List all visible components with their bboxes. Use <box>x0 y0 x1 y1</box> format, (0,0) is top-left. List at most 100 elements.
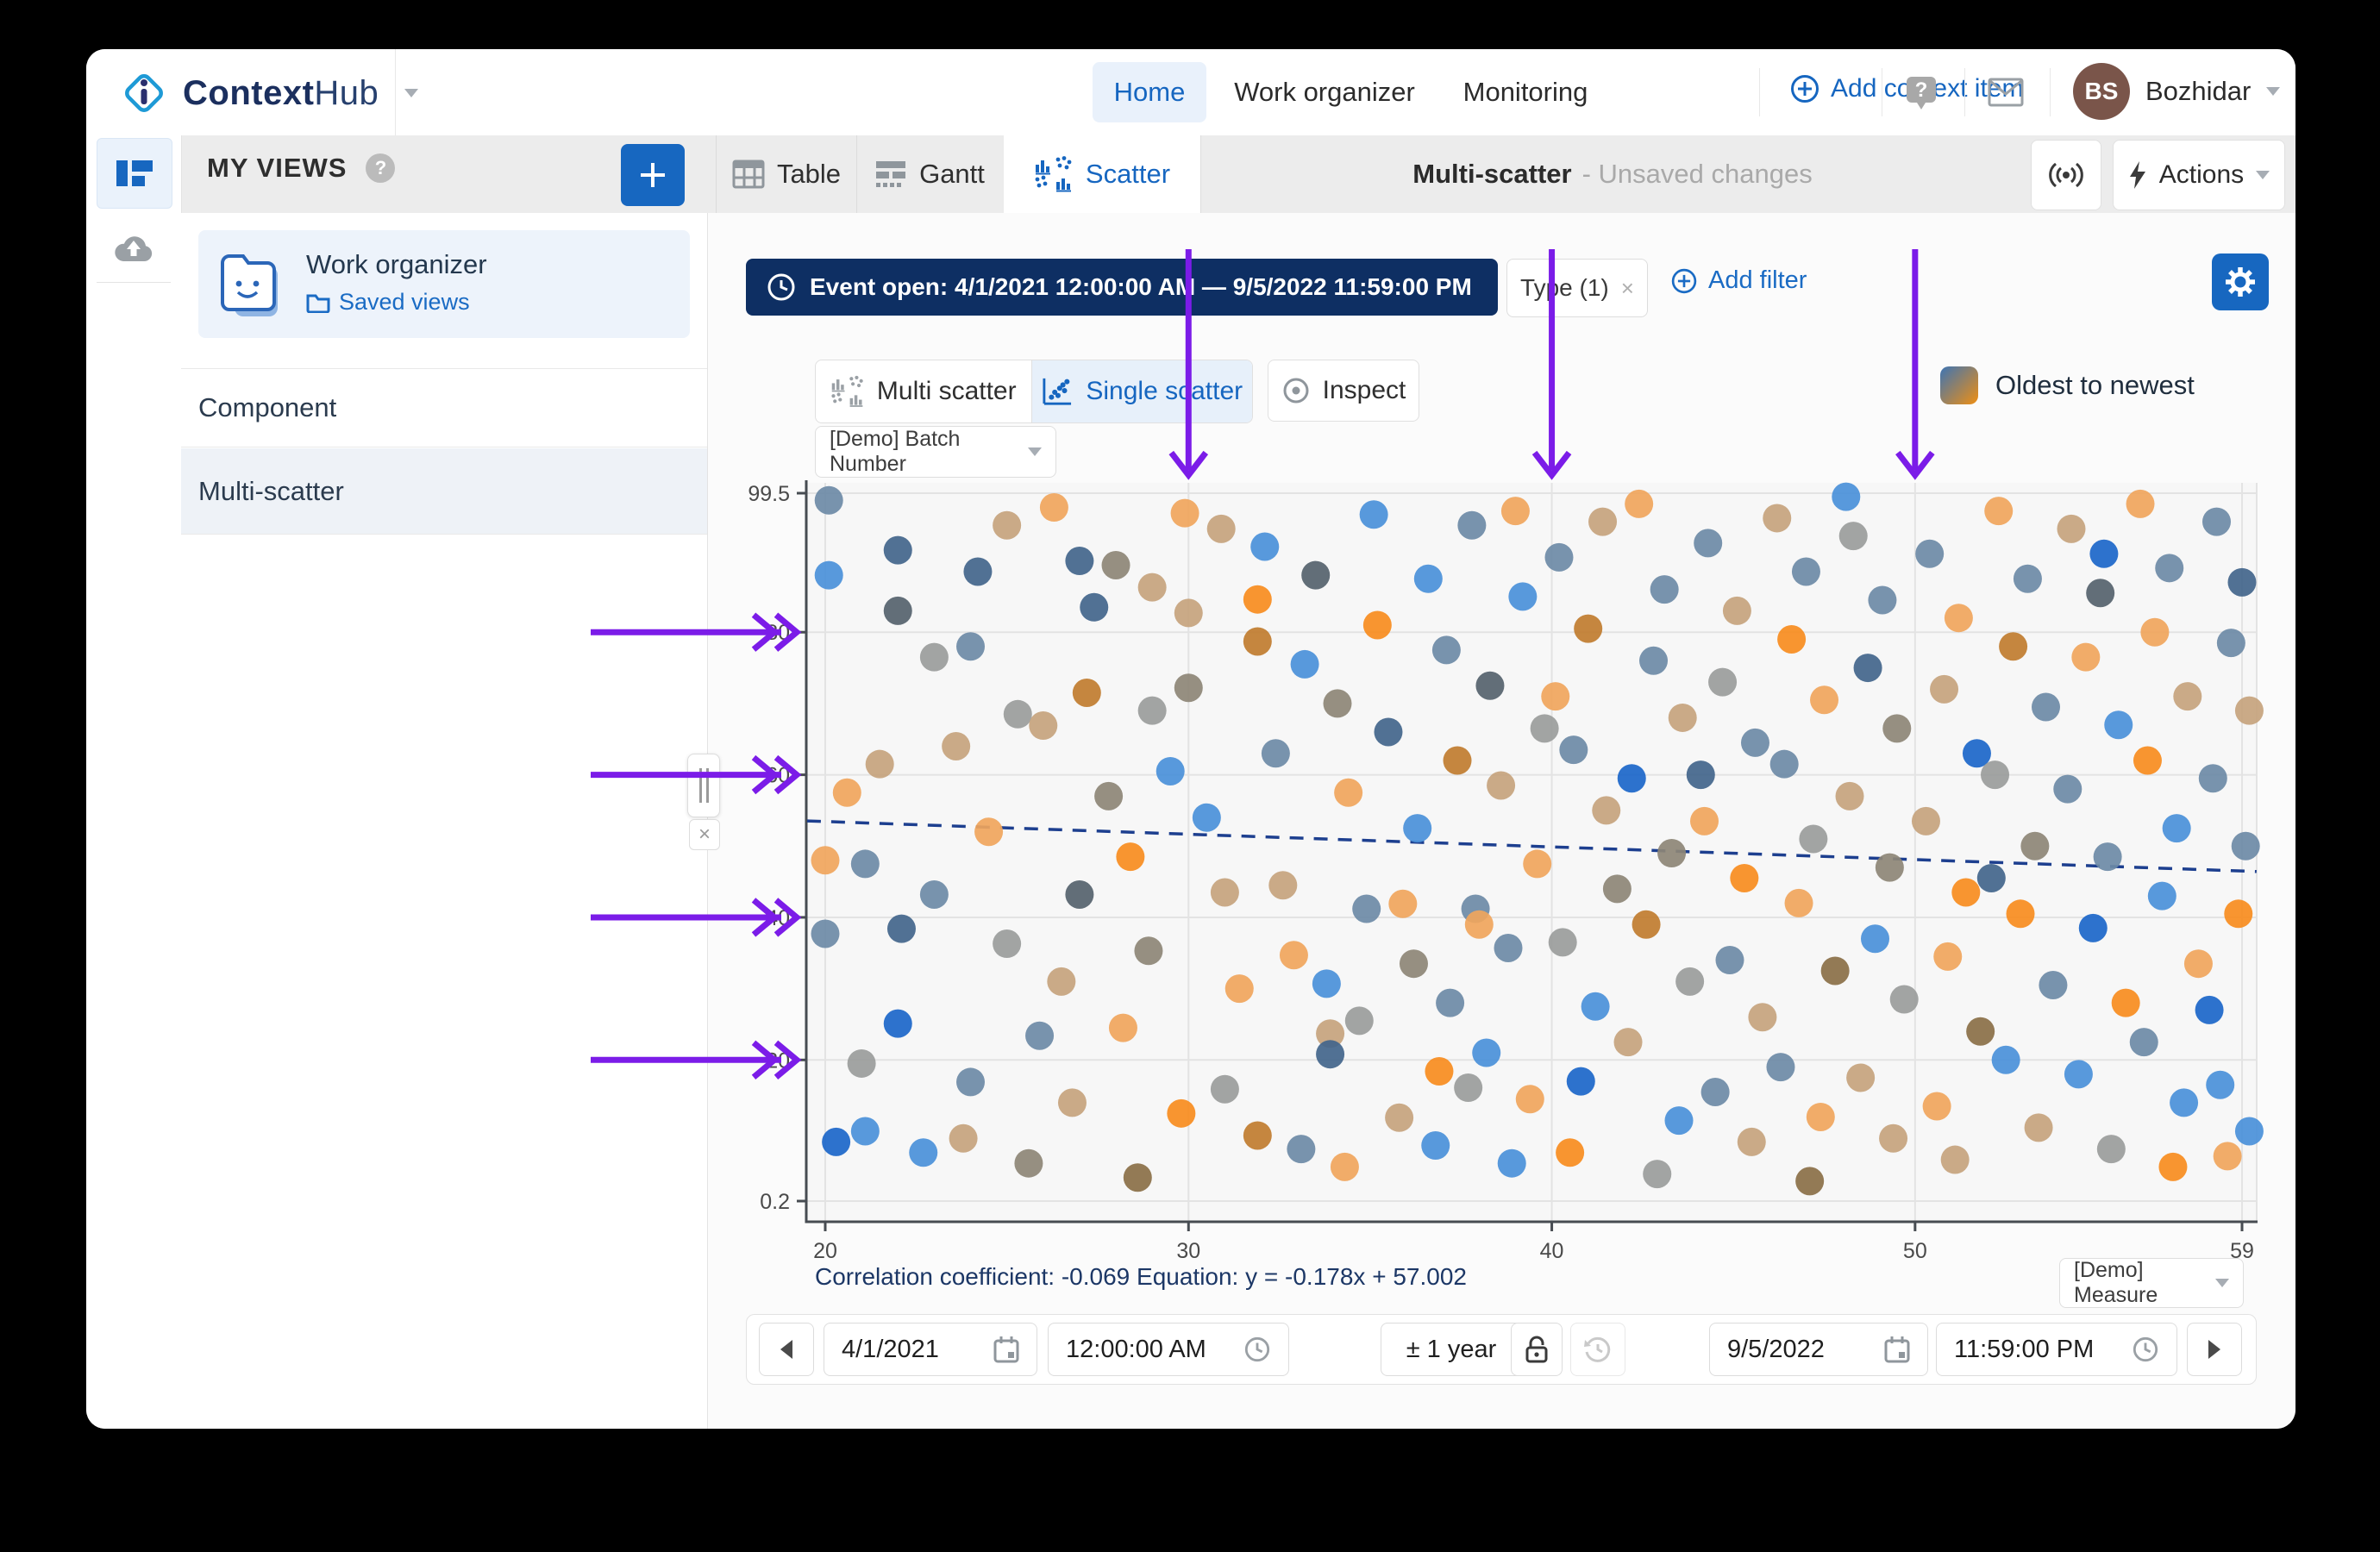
user-name: Bozhidar <box>2145 76 2252 106</box>
start-date-field[interactable]: 4/1/2021 <box>824 1323 1037 1376</box>
end-time-field[interactable]: 11:59:00 PM <box>1936 1323 2177 1376</box>
chevron-right-icon <box>2208 1340 2220 1359</box>
rail-upload-button[interactable] <box>97 213 171 283</box>
add-view-button[interactable] <box>621 144 685 206</box>
work-organizer-card[interactable]: Work organizer Saved views <box>198 230 690 338</box>
svg-text:20: 20 <box>766 1048 790 1073</box>
plus-circle-icon <box>1791 75 1819 103</box>
app-logo[interactable]: ContextHub <box>119 68 419 118</box>
measure-field-label: [Demo] Measure <box>2074 1258 2158 1307</box>
sidebar-item-multi-scatter[interactable]: Multi-scatter <box>181 448 707 535</box>
nav-item-work-organizer[interactable]: Work organizer <box>1234 77 1415 107</box>
user-caret-icon <box>2266 87 2281 96</box>
chart-settings-button[interactable] <box>2212 253 2269 310</box>
chevron-left-icon <box>780 1340 792 1359</box>
table-icon <box>732 160 765 189</box>
brand-name: ContextHub <box>183 73 379 112</box>
view-title: Multi-scatter <box>1412 159 1572 189</box>
single-scatter-label: Single scatter <box>1086 377 1243 405</box>
type-filter-label: Type (1) <box>1520 274 1609 301</box>
svg-text:0.2: 0.2 <box>760 1190 790 1214</box>
dropdown-caret-icon <box>2215 1279 2229 1287</box>
help-icon: ? <box>1907 77 1936 110</box>
brand-caret-icon[interactable] <box>404 89 419 97</box>
folder-smiley-icon <box>221 254 278 316</box>
measure-field-dropdown[interactable]: [Demo] Measure <box>2059 1258 2244 1308</box>
single-scatter-icon <box>1043 378 1072 405</box>
lock-range-button[interactable] <box>1511 1323 1563 1376</box>
end-date-value: 9/5/2022 <box>1727 1335 1825 1363</box>
range-window-button[interactable]: ± 1 year <box>1381 1323 1522 1376</box>
scatter-mode-switch: Multi scatter Single scatter <box>815 360 1253 423</box>
actions-label: Actions <box>2158 160 2245 189</box>
nav-item-monitoring[interactable]: Monitoring <box>1462 77 1588 107</box>
saved-views-link[interactable]: Saved views <box>306 289 470 316</box>
tab-scatter-label: Scatter <box>1085 159 1171 189</box>
view-status: - Unsaved changes <box>1581 159 1813 189</box>
tab-table-label: Table <box>776 159 842 189</box>
actions-button[interactable]: Actions <box>2113 140 2285 210</box>
add-filter-label: Add filter <box>1708 266 1807 294</box>
saved-views-label: Saved views <box>339 289 470 315</box>
divider <box>2050 68 2051 116</box>
lightning-icon <box>2129 161 2145 189</box>
svg-text:60: 60 <box>766 764 790 788</box>
tab-table[interactable]: Table <box>716 135 857 213</box>
event-filter-pill[interactable]: Event open: 4/1/2021 12:00:00 AM — 9/5/2… <box>746 259 1498 316</box>
svg-text:50: 50 <box>1903 1239 1927 1263</box>
remove-filter-icon[interactable]: × <box>1620 274 1634 301</box>
user-menu[interactable]: BS Bozhidar <box>2073 63 2281 120</box>
svg-text:40: 40 <box>766 906 790 930</box>
svg-text:99.5: 99.5 <box>748 482 790 506</box>
svg-text:40: 40 <box>1540 1239 1564 1263</box>
multi-scatter-icon <box>831 375 863 407</box>
svg-text:30: 30 <box>1176 1239 1200 1263</box>
clock-icon <box>767 273 795 301</box>
cloud-upload-icon <box>115 236 153 262</box>
layout-icon <box>116 160 153 186</box>
sidebar <box>181 213 708 1429</box>
work-organizer-title: Work organizer <box>306 249 487 279</box>
single-scatter-button[interactable]: Single scatter <box>1031 360 1252 422</box>
start-time-field[interactable]: 12:00:00 AM <box>1048 1323 1289 1376</box>
reset-history-button[interactable] <box>1570 1323 1625 1376</box>
contexthub-logo-icon <box>125 74 163 112</box>
legend-gradient-swatch <box>1940 366 1978 404</box>
correlation-stats: Correlation coefficient: -0.069 Equation… <box>815 1263 1467 1290</box>
messages-button[interactable] <box>1988 78 2024 111</box>
gantt-icon <box>876 161 906 187</box>
tab-scatter[interactable]: Scatter <box>1004 135 1201 213</box>
start-date-value: 4/1/2021 <box>842 1335 939 1363</box>
tab-gantt-label: Gantt <box>919 159 985 189</box>
divider <box>1759 68 1760 116</box>
event-filter-label: Event open: 4/1/2021 12:00:00 AM — 9/5/2… <box>810 273 1472 300</box>
step-back-button[interactable] <box>759 1323 814 1376</box>
panel-close-button[interactable]: × <box>689 819 720 850</box>
view-title-area: Multi-scatter - Unsaved changes <box>1371 135 1854 213</box>
folder-icon <box>306 294 330 313</box>
end-date-field[interactable]: 9/5/2022 <box>1709 1323 1928 1376</box>
tab-gantt[interactable]: Gantt <box>855 135 1005 213</box>
multi-scatter-button[interactable]: Multi scatter <box>816 360 1032 422</box>
mail-icon <box>1988 78 2024 107</box>
help-button[interactable]: ? <box>1904 75 1938 117</box>
plus-circle-icon <box>1671 268 1697 293</box>
panel-resize-handle[interactable] <box>687 754 720 817</box>
inspect-button[interactable]: Inspect <box>1268 360 1419 422</box>
lock-icon <box>1525 1336 1548 1363</box>
sidebar-item-component[interactable]: Component <box>181 368 707 447</box>
app-window: ContextHub Home Work organizer Monitorin… <box>86 49 2295 1429</box>
broadcast-icon <box>2049 162 2083 188</box>
broadcast-button[interactable] <box>2031 140 2101 210</box>
nav-item-home[interactable]: Home <box>1093 62 1206 122</box>
top-bar: ContextHub Home Work organizer Monitorin… <box>86 49 2295 136</box>
type-filter-pill[interactable]: Type (1) × <box>1506 259 1648 317</box>
my-views-help-icon[interactable]: ? <box>366 153 396 183</box>
add-filter-button[interactable]: Add filter <box>1670 266 1807 295</box>
rail-views-button[interactable] <box>97 138 172 209</box>
x-axis-field-dropdown[interactable]: [Demo] Batch Number <box>815 426 1056 478</box>
gear-icon <box>2226 267 2255 297</box>
scatter-tab-icon <box>1035 156 1072 192</box>
step-forward-button[interactable] <box>2187 1323 2242 1376</box>
